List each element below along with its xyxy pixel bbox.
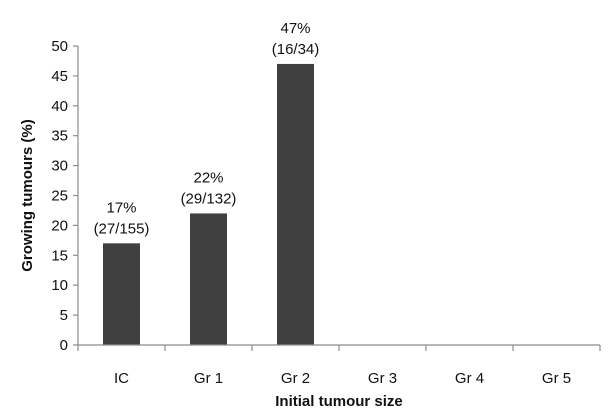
- axes: [77, 46, 600, 346]
- data-label: (29/132): [181, 190, 237, 207]
- data-labels: 17% (27/155) 22% (29/132) 47% (16/34): [94, 20, 320, 237]
- data-label: 22%: [193, 169, 223, 186]
- x-tick-label: IC: [114, 370, 129, 387]
- data-label: 47%: [280, 20, 310, 37]
- x-axis-title: Initial tumour size: [275, 393, 403, 410]
- y-tick-label: 5: [60, 307, 68, 324]
- y-tick-label: 15: [51, 247, 68, 264]
- data-label: (27/155): [94, 220, 150, 237]
- bar: [277, 63, 314, 345]
- x-axis-ticks: IC Gr 1 Gr 2 Gr 3 Gr 4 Gr 5: [77, 345, 601, 387]
- y-tick-label: 30: [51, 158, 68, 175]
- data-label: (16/34): [272, 41, 320, 58]
- y-tick-label: 50: [51, 38, 68, 55]
- y-tick-label: 10: [51, 277, 68, 294]
- x-tick-label: Gr 1: [194, 370, 223, 387]
- bars: [103, 63, 314, 345]
- y-axis-title: Growing tumours (%): [19, 119, 36, 272]
- x-tick-label: Gr 2: [281, 370, 310, 387]
- y-axis-ticks: 0 5 10 15 20 25 30 35 40 45 50: [51, 38, 78, 354]
- y-tick-label: 25: [51, 188, 68, 205]
- x-tick-label: Gr 5: [542, 370, 571, 387]
- data-label: 17%: [106, 199, 136, 216]
- y-tick-label: 35: [51, 128, 68, 145]
- x-tick-label: Gr 3: [368, 370, 397, 387]
- y-tick-label: 40: [51, 98, 68, 115]
- x-tick-label: Gr 4: [455, 370, 484, 387]
- y-tick-label: 45: [51, 68, 68, 85]
- y-tick-label: 20: [51, 217, 68, 234]
- bar: [103, 243, 140, 345]
- y-tick-label: 0: [60, 337, 68, 354]
- bar: [190, 213, 227, 345]
